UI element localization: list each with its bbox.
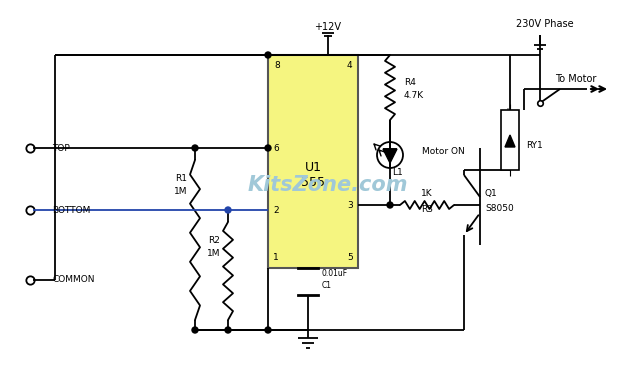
Circle shape <box>192 327 198 333</box>
Circle shape <box>265 145 271 151</box>
Polygon shape <box>383 149 397 163</box>
Text: S8050: S8050 <box>485 204 514 213</box>
Circle shape <box>225 327 231 333</box>
Circle shape <box>265 52 271 58</box>
Text: 1K: 1K <box>421 188 433 197</box>
Text: U1
555: U1 555 <box>301 161 325 189</box>
Circle shape <box>225 207 231 213</box>
Circle shape <box>387 202 393 208</box>
Text: Q1: Q1 <box>485 188 498 197</box>
Text: R4: R4 <box>404 78 416 86</box>
Text: R2: R2 <box>208 236 220 244</box>
Text: 1M: 1M <box>207 249 221 257</box>
Text: L1: L1 <box>392 167 403 177</box>
Text: 4: 4 <box>346 60 352 69</box>
Bar <box>501 110 519 170</box>
Text: Motor ON: Motor ON <box>422 147 465 155</box>
Text: C1: C1 <box>322 282 332 290</box>
Text: 5: 5 <box>347 253 353 263</box>
Text: -: - <box>505 163 509 173</box>
Text: R3: R3 <box>421 204 433 213</box>
Bar <box>268 55 358 268</box>
Text: R1: R1 <box>175 174 187 183</box>
Text: +12V: +12V <box>314 22 342 32</box>
Circle shape <box>192 145 198 151</box>
Circle shape <box>265 327 271 333</box>
Text: 0.01uF: 0.01uF <box>322 269 348 278</box>
Text: BOTTOM: BOTTOM <box>52 206 90 214</box>
Text: 3: 3 <box>347 200 353 210</box>
Text: 1: 1 <box>273 253 279 263</box>
Text: TOP: TOP <box>52 144 70 152</box>
Text: COMMON: COMMON <box>52 276 95 285</box>
Polygon shape <box>505 135 515 147</box>
Text: 2: 2 <box>273 206 279 214</box>
Text: To Motor: To Motor <box>555 74 596 84</box>
Text: 1M: 1M <box>174 187 188 196</box>
Text: 6: 6 <box>273 144 279 152</box>
Text: +: + <box>503 107 511 117</box>
Text: KitsZone.com: KitsZone.com <box>248 175 408 195</box>
Text: 8: 8 <box>274 60 280 69</box>
Text: 4.7K: 4.7K <box>404 91 424 99</box>
Text: 230V Phase: 230V Phase <box>516 19 574 29</box>
Text: RY1: RY1 <box>526 141 543 150</box>
